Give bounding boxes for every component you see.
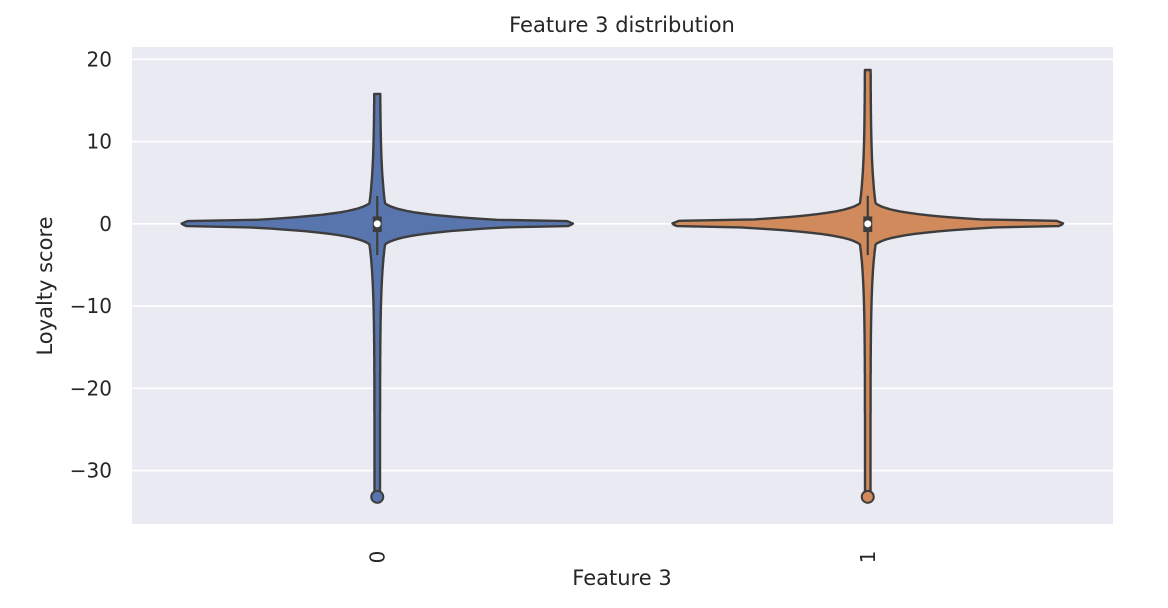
violin-1 (671, 68, 1065, 504)
y-tick-label: −30 (70, 459, 112, 483)
chart-title: Feature 3 distribution (509, 13, 735, 37)
violin-median (373, 220, 381, 228)
y-tick-label: 20 (87, 47, 112, 71)
y-tick-label: −10 (70, 294, 112, 318)
x-axis-title: Feature 3 (572, 566, 671, 590)
y-axis-ticks: 20 10 0 −10 −20 −30 (70, 47, 112, 482)
x-tick-label: 0 (365, 551, 389, 564)
violin-0 (180, 92, 575, 504)
y-axis-title: Loyalty score (33, 216, 57, 355)
x-tick-label: 1 (856, 551, 880, 564)
violin-outlier (370, 489, 385, 504)
plot-background (132, 47, 1113, 524)
violin-outlier (860, 489, 875, 504)
y-tick-label: 0 (99, 212, 112, 236)
y-tick-label: 10 (87, 130, 112, 154)
violins (180, 68, 1065, 504)
y-tick-label: −20 (70, 376, 112, 400)
violin-median (864, 220, 872, 228)
